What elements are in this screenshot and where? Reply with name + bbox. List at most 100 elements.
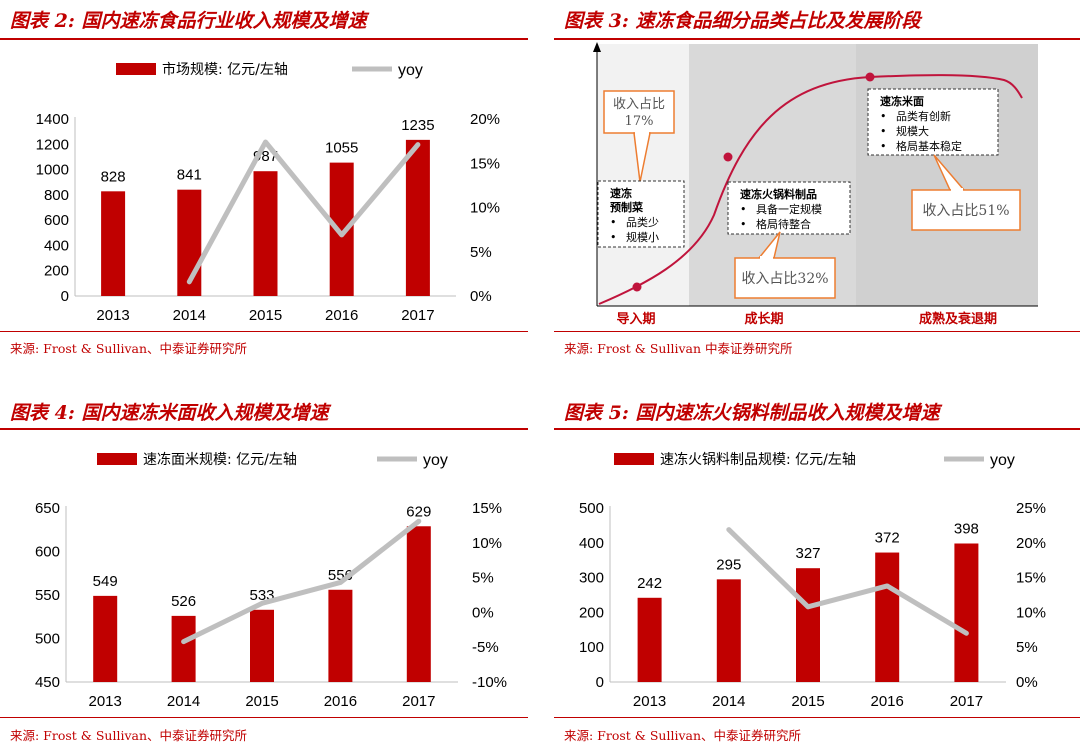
y2-tick-label: -10% [472,674,507,691]
legend-label-bar: 速冻火锅料制品规模: 亿元/左轴 [660,451,856,468]
bar [796,568,820,682]
yoy-line [186,139,421,285]
box2-title: 速冻火锅料制品 [740,187,817,201]
y2-tick-label: 15% [472,500,502,517]
y-tick-label: 200 [44,263,69,280]
source-rule [554,717,1080,718]
x-tick-label: 2013 [96,307,129,324]
chart-2-source: 来源: Frost & Sullivan、中泰证券研究所 [10,341,248,356]
x-tick-label: 2015 [791,693,824,710]
bar [253,171,278,296]
y-tick-label: 400 [579,535,604,552]
bar-data-label: 549 [93,573,118,590]
y-tick-label: 0 [596,674,604,691]
title-rule [0,428,528,430]
box1-title2: 预制菜 [610,200,644,214]
callout-51-text: 收入占比51% [922,203,1009,219]
box1-item1: 品类少 [626,215,659,229]
box3-item2: 规模大 [896,124,929,138]
box2-bullet2: • [740,218,747,231]
y-tick-label: 100 [579,639,604,656]
box3-item1: 品类有创新 [896,109,951,123]
y2-tick-label: 5% [472,570,494,587]
title-rule [0,38,528,40]
x-tick-label: 2015 [249,307,282,324]
box1-bullet1: • [610,216,617,229]
bar-data-label: 828 [101,168,126,185]
legend-label-line: yoy [990,452,1015,469]
y-axis-arrow [593,42,601,52]
stage-box-mature: 速冻米面 • 品类有创新 • 规模大 • 格局基本稳定 [867,88,999,156]
y2-tick-label: 15% [470,155,500,172]
title-rule [554,428,1080,430]
y2-tick-label: 25% [1016,500,1046,517]
bar-data-label: 327 [795,545,820,562]
bar-data-label: 1055 [325,140,358,157]
chart-5-source: 来源: Frost & Sullivan、中泰证券研究所 [564,728,802,743]
x-tick-label: 2014 [167,693,200,710]
bar-data-label: 242 [637,575,662,592]
chart-4-source: 来源: Frost & Sullivan、中泰证券研究所 [10,728,248,743]
legend-label-bar: 速冻面米规模: 亿元/左轴 [143,451,297,468]
y2-tick-label: 20% [470,111,500,128]
x-tick-label: 2016 [871,693,904,710]
source-rule [0,717,528,718]
chart-3-title: 图表 3: 速冻食品细分品类占比及发展阶段 [564,10,921,32]
box3-bullet1: • [880,110,887,123]
source-rule [554,331,1080,332]
y2-tick-label: 10% [470,200,500,217]
x-tick-label: 2013 [633,693,666,710]
legend-swatch-bar [97,453,137,465]
curve-point-intro [632,282,642,292]
legend-label-line: yoy [398,62,423,79]
bar-data-label: 295 [716,556,741,573]
y2-tick-label: 15% [1016,570,1046,587]
y2-tick-label: 0% [470,288,492,305]
y2-tick-label: 20% [1016,535,1046,552]
yoy-line [181,518,422,645]
y-tick-label: 600 [44,212,69,229]
box2-item1: 具备一定规模 [756,202,822,216]
bar-data-label: 1235 [401,117,434,134]
y-tick-label: 1400 [36,111,69,128]
y-tick-label: 1000 [36,162,69,179]
y2-tick-label: 0% [1016,674,1038,691]
y-tick-label: 0 [61,288,69,305]
y-tick-label: 1200 [36,136,69,153]
chart-panel-2: 图表 2: 国内速冻食品行业收入规模及增速 市场规模: 亿元/左轴 yoy 0 200… [0,0,528,375]
legend-swatch-bar [116,63,156,75]
y2-tick-label: 5% [470,244,492,261]
chart-5-plot: 速冻火锅料制品规模: 亿元/左轴 yoy 0 100 200 300 400 500 0% 5% 1… [579,451,1046,710]
bar-data-label: 372 [875,530,900,547]
chart-panel-5: 图表 5: 国内速冻火锅料制品收入规模及增速 速冻火锅料制品规模: 亿元/左轴 y… [554,392,1080,750]
chart-4-plot: 速冻面米规模: 亿元/左轴 yoy 450 500 550 600 650 -10% -5% 0%… [35,451,507,710]
bar-data-label: 398 [954,520,979,537]
y2-tick-label: 0% [472,604,494,621]
y-tick-label: 600 [35,544,60,561]
y-tick-label: 800 [44,187,69,204]
y-tick-label: 500 [579,500,604,517]
legend-swatch-bar [614,453,654,465]
box3-bullet2: • [880,125,887,138]
x-tick-label: 2017 [950,693,983,710]
bar [171,615,196,682]
bar [328,589,353,682]
stage-label-intro: 导入期 [616,312,655,327]
chart-3-source: 来源: Frost & Sullivan 中泰证券研究所 [564,341,793,356]
box3-item3: 格局基本稳定 [896,139,962,153]
chart-2-title: 图表 2: 国内速冻食品行业收入规模及增速 [10,10,367,32]
callout-17-line2: 17% [625,114,654,129]
curve-point-growth [723,152,733,162]
x-tick-label: 2017 [401,307,434,324]
stage-box-intro: 速冻 预制菜 • 品类少 • 规模小 [597,180,685,248]
x-tick-label: 2017 [402,693,435,710]
stage-box-growth: 速冻火锅料制品 • 具备一定规模 • 格局待整合 [727,181,851,235]
callout-32: 收入占比32% [734,231,836,299]
y2-tick-label: 10% [472,535,502,552]
y-tick-label: 300 [579,570,604,587]
bar [637,597,662,682]
bar [250,609,274,682]
title-rule [554,38,1080,40]
chart-panel-3: 图表 3: 速冻食品细分品类占比及发展阶段 收入占比 17% 速冻 预制菜 • [554,0,1080,375]
x-tick-label: 2016 [324,693,357,710]
